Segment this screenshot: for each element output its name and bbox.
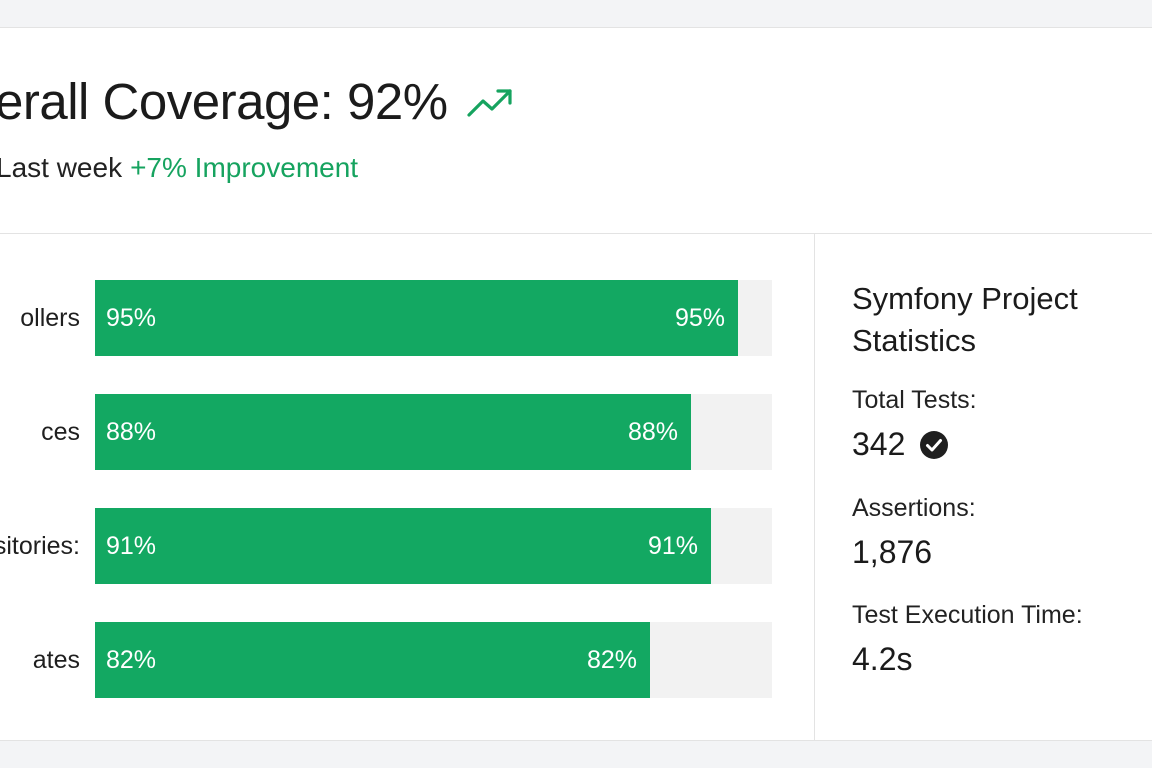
stats-title: Symfony Project Statistics xyxy=(852,281,1078,358)
bar-value-right: 88% xyxy=(627,418,678,446)
bar-label: sitories: xyxy=(0,532,80,560)
title-row: verall Coverage: 92% xyxy=(0,72,514,131)
assertions-value: 1,876 xyxy=(852,534,933,570)
bar-label: ollers xyxy=(20,304,80,332)
execution-time-label: Test Execution Time: xyxy=(852,601,1083,629)
bar-value-right: 91% xyxy=(647,532,698,560)
bar-value-left: 88% xyxy=(106,418,157,446)
total-tests-value-row: 342 xyxy=(852,426,949,463)
bar-track: 91% 91% xyxy=(95,508,772,584)
bar-label: ates xyxy=(32,646,80,674)
bar-fill xyxy=(95,622,650,698)
bar-value-left: 91% xyxy=(106,532,157,560)
bar-track: 95% 95% xyxy=(95,280,772,356)
bar-fill xyxy=(95,508,711,584)
total-tests-label: Total Tests: xyxy=(852,386,977,414)
coverage-header: verall Coverage: 92% Last week +7% Improv… xyxy=(0,28,1152,234)
bar-value-left: 82% xyxy=(106,646,157,674)
bar-value-right: 82% xyxy=(586,646,637,674)
coverage-card: verall Coverage: 92% Last week +7% Improv… xyxy=(0,27,1152,741)
project-statistics-panel: Symfony Project Statistics Total Tests: … xyxy=(816,234,1152,740)
total-tests-value: 342 xyxy=(852,426,906,462)
bar-value-left: 95% xyxy=(106,304,157,332)
comparison-period: Last week xyxy=(0,152,123,183)
bar-label: ces xyxy=(41,418,80,446)
coverage-bar-row: ollers 95% 95% xyxy=(0,280,815,356)
improvement-text: +7% Improvement xyxy=(130,152,359,183)
bar-fill xyxy=(95,280,738,356)
bar-track: 82% 82% xyxy=(95,622,772,698)
execution-time-value: 4.2s xyxy=(852,641,913,677)
bar-fill xyxy=(95,394,691,470)
bar-track: 88% 88% xyxy=(95,394,772,470)
coverage-bar-row: ates 82% 82% xyxy=(0,622,815,698)
coverage-bar-row: sitories: 91% 91% xyxy=(0,508,815,584)
page-title: verall Coverage: 92% xyxy=(0,73,448,130)
trending-up-icon xyxy=(466,85,514,121)
bar-value-right: 95% xyxy=(674,304,725,332)
coverage-bar-row: ces 88% 88% xyxy=(0,394,815,470)
subtitle-row: Last week +7% Improvement xyxy=(0,152,358,184)
coverage-bars-panel: ollers 95% 95% ces 88% 88% sitories: 91%… xyxy=(0,234,815,740)
check-circle-icon xyxy=(919,430,949,460)
assertions-label: Assertions: xyxy=(852,494,976,522)
